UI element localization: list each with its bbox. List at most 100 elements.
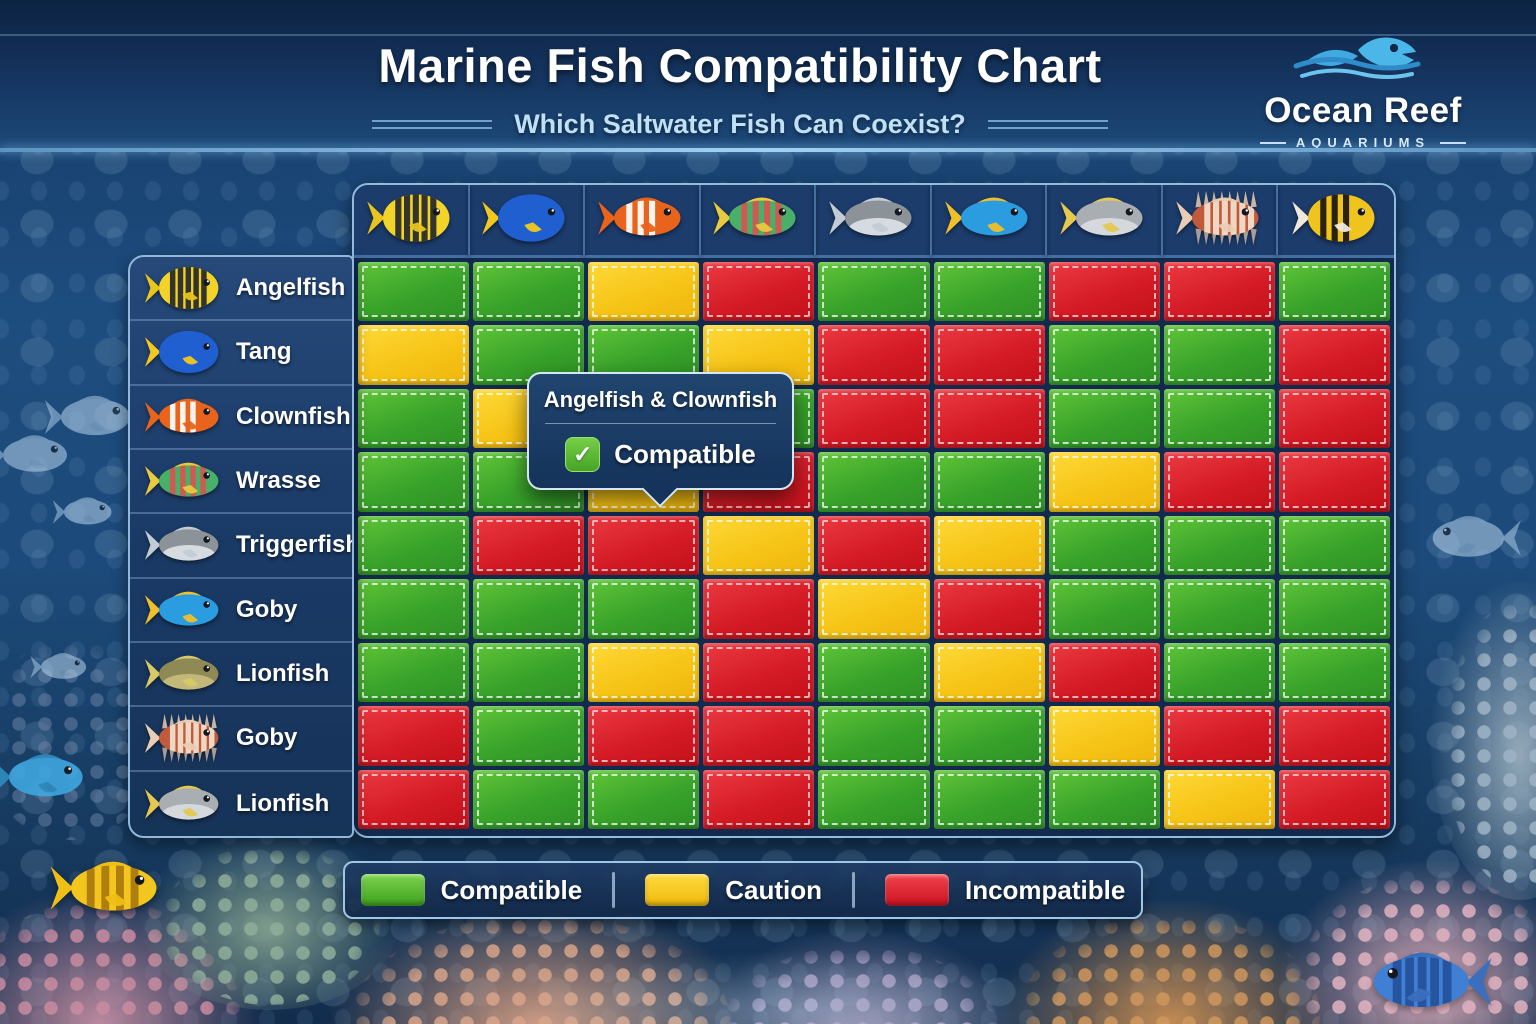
matrix-cell-compatible-r5c7[interactable]	[1048, 515, 1160, 576]
compatibility-grid	[352, 183, 1396, 838]
matrix-cell-compatible-r6c3[interactable]	[588, 579, 700, 639]
row-header-triggerfish-4[interactable]: Triggerfish	[130, 514, 352, 579]
matrix-cell-compatible-r1c5[interactable]	[818, 262, 930, 322]
column-header-lionfish[interactable]	[1163, 185, 1279, 255]
matrix-cell-compatible-r1c9[interactable]	[1278, 262, 1390, 322]
matrix-cell-incompatible-r3c9[interactable]	[1278, 388, 1390, 449]
matrix-cell-compatible-r6c7[interactable]	[1048, 579, 1160, 639]
matrix-cell-caution-r2c1[interactable]	[358, 325, 470, 385]
matrix-cell-caution-r5c6[interactable]	[933, 515, 1045, 576]
matrix-cell-incompatible-r4c8[interactable]	[1163, 452, 1275, 512]
matrix-cell-incompatible-r2c6[interactable]	[933, 325, 1045, 385]
matrix-cell-compatible-r1c2[interactable]	[473, 262, 585, 322]
matrix-cell-incompatible-r6c6[interactable]	[933, 579, 1045, 639]
matrix-cell-incompatible-r9c4[interactable]	[703, 769, 815, 829]
matrix-cell-incompatible-r1c8[interactable]	[1163, 262, 1275, 322]
matrix-cell-compatible-r8c6[interactable]	[933, 706, 1045, 766]
matrix-cell-caution-r1c3[interactable]	[588, 262, 700, 322]
column-header-tang[interactable]	[470, 185, 586, 255]
matrix-cell-compatible-r3c7[interactable]	[1048, 388, 1160, 449]
matrix-cell-incompatible-r8c8[interactable]	[1163, 706, 1275, 766]
olive-fish-icon	[140, 649, 228, 699]
matrix-cell-caution-r4c7[interactable]	[1048, 452, 1160, 512]
matrix-cell-compatible-r9c7[interactable]	[1048, 769, 1160, 829]
row-header-wrasse-3[interactable]: Wrasse	[130, 450, 352, 515]
matrix-cell-compatible-r4c1[interactable]	[358, 452, 470, 512]
matrix-cell-incompatible-r2c5[interactable]	[818, 325, 930, 385]
row-header-lionfish-6[interactable]: Lionfish	[130, 643, 352, 708]
row-header-goby-5[interactable]: Goby	[130, 579, 352, 643]
matrix-cell-incompatible-r8c3[interactable]	[588, 706, 700, 766]
matrix-cell-caution-r5c4[interactable]	[703, 515, 815, 576]
light-streak	[520, 950, 1080, 1024]
matrix-cell-compatible-r6c1[interactable]	[358, 579, 470, 639]
matrix-cell-incompatible-r4c9[interactable]	[1278, 452, 1390, 512]
matrix-cell-caution-r8c7[interactable]	[1048, 706, 1160, 766]
matrix-cell-incompatible-r6c4[interactable]	[703, 579, 815, 639]
matrix-cell-compatible-r6c8[interactable]	[1163, 579, 1275, 639]
matrix-cell-compatible-r6c2[interactable]	[473, 579, 585, 639]
row-header-goby-7[interactable]: Goby	[130, 707, 352, 772]
matrix-cell-compatible-r8c5[interactable]	[818, 706, 930, 766]
column-header-damselfish[interactable]	[1047, 185, 1163, 255]
row-labels-panel: Angelfish Tang Clownfish Wrasse Triggerfish G…	[128, 255, 354, 838]
matrix-cell-incompatible-r8c9[interactable]	[1278, 706, 1390, 766]
matrix-cell-compatible-r7c8[interactable]	[1163, 642, 1275, 703]
column-header-wrasse[interactable]	[701, 185, 817, 255]
column-header-angelfish[interactable]	[354, 185, 470, 255]
matrix-cell-compatible-r5c8[interactable]	[1163, 515, 1275, 576]
matrix-cell-incompatible-r3c6[interactable]	[933, 388, 1045, 449]
matrix-cell-compatible-r7c5[interactable]	[818, 642, 930, 703]
matrix-cell-compatible-r9c2[interactable]	[473, 769, 585, 829]
column-header-goby[interactable]	[932, 185, 1048, 255]
matrix-cell-incompatible-r1c4[interactable]	[703, 262, 815, 322]
matrix-cell-compatible-r4c6[interactable]	[933, 452, 1045, 512]
matrix-cell-incompatible-r7c4[interactable]	[703, 642, 815, 703]
matrix-cell-compatible-r7c9[interactable]	[1278, 642, 1390, 703]
goby-icon	[140, 585, 228, 635]
matrix-cell-incompatible-r3c5[interactable]	[818, 388, 930, 449]
matrix-cell-compatible-r9c5[interactable]	[818, 769, 930, 829]
matrix-cell-compatible-r9c3[interactable]	[588, 769, 700, 829]
matrix-cell-caution-r7c3[interactable]	[588, 642, 700, 703]
matrix-cell-compatible-r2c8[interactable]	[1163, 325, 1275, 385]
page-subtitle: Which Saltwater Fish Can Coexist?	[514, 109, 966, 139]
matrix-cell-incompatible-r5c3[interactable]	[588, 515, 700, 576]
row-header-clownfish-2[interactable]: Clownfish	[130, 386, 352, 450]
column-header-triggerfish[interactable]	[816, 185, 932, 255]
matrix-cell-compatible-r7c2[interactable]	[473, 642, 585, 703]
matrix-cell-compatible-r1c1[interactable]	[358, 262, 470, 322]
matrix-cell-caution-r6c5[interactable]	[818, 579, 930, 639]
matrix-cell-compatible-r3c1[interactable]	[358, 388, 470, 449]
row-header-lionfish-8[interactable]: Lionfish	[130, 772, 352, 836]
matrix-cell-caution-r9c8[interactable]	[1163, 769, 1275, 829]
matrix-cell-compatible-r8c2[interactable]	[473, 706, 585, 766]
matrix-cell-incompatible-r5c5[interactable]	[818, 515, 930, 576]
matrix-cell-incompatible-r8c1[interactable]	[358, 706, 470, 766]
matrix-cell-compatible-r2c7[interactable]	[1048, 325, 1160, 385]
matrix-cell-incompatible-r8c4[interactable]	[703, 706, 815, 766]
matrix-cell-compatible-r9c6[interactable]	[933, 769, 1045, 829]
matrix-cell-compatible-r3c8[interactable]	[1163, 388, 1275, 449]
column-header-clownfish[interactable]	[585, 185, 701, 255]
matrix-cell-compatible-r7c1[interactable]	[358, 642, 470, 703]
matrix-cell-incompatible-r7c7[interactable]	[1048, 642, 1160, 703]
matrix-cell-compatible-r5c1[interactable]	[358, 515, 470, 576]
matrix-cell-caution-r7c6[interactable]	[933, 642, 1045, 703]
matrix-cell-compatible-r5c9[interactable]	[1278, 515, 1390, 576]
row-header-angelfish-0[interactable]: Angelfish	[130, 257, 352, 322]
matrix-cell-incompatible-r5c2[interactable]	[473, 515, 585, 576]
column-header-moorish-idol[interactable]	[1278, 185, 1394, 255]
matrix-cell-incompatible-r2c9[interactable]	[1278, 325, 1390, 385]
compatible-swatch-icon	[360, 874, 425, 906]
matrix-cell-incompatible-r1c7[interactable]	[1048, 262, 1160, 322]
matrix-cell-incompatible-r9c9[interactable]	[1278, 769, 1390, 829]
row-header-tang-1[interactable]: Tang	[130, 321, 352, 386]
page-title: Marine Fish Compatibility Chart	[378, 39, 1102, 92]
matrix-cell-compatible-r6c9[interactable]	[1278, 579, 1390, 639]
logo-name: Ocean Reef	[1264, 91, 1462, 130]
matrix-cell-compatible-r1c6[interactable]	[933, 262, 1045, 322]
row-label: Goby	[236, 595, 298, 623]
matrix-cell-incompatible-r9c1[interactable]	[358, 769, 470, 829]
matrix-cell-compatible-r4c5[interactable]	[818, 452, 930, 512]
